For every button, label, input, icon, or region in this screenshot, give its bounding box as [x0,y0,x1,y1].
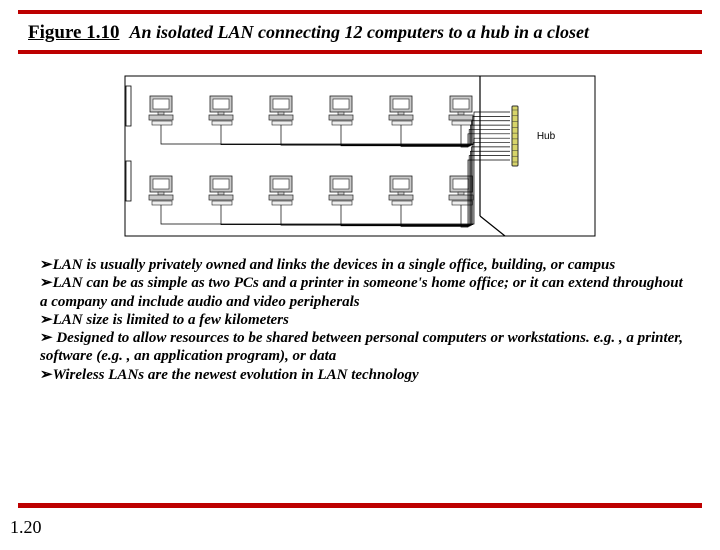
lan-diagram-svg: Hub [120,66,600,246]
figure-caption: An isolated LAN connecting 12 computers … [129,22,589,42]
bullet-item: ➢LAN can be as simple as two PCs and a p… [40,274,694,311]
bullet-list: ➢LAN is usually privately owned and link… [0,252,720,384]
bullet-item: ➢ Designed to allow resources to be shar… [40,329,694,366]
figure-title-row: Figure 1.10 An isolated LAN connecting 1… [0,14,720,50]
bullet-item: ➢LAN size is limited to a few kilometers [40,311,694,329]
bullet-text: Wireless LANs are the newest evolution i… [53,367,419,383]
figure-label: Figure 1.10 [28,22,119,43]
bullet-arrow-icon: ➢ [40,311,53,328]
page-number: 1.20 [10,517,42,538]
bullet-arrow-icon: ➢ [40,274,53,291]
bullet-text: LAN can be as simple as two PCs and a pr… [40,275,683,309]
diagram-container: Hub [0,54,720,252]
bullet-arrow-icon: ➢ [40,256,53,273]
bullet-text: Designed to allow resources to be shared… [40,330,683,364]
bullet-text: LAN is usually privately owned and links… [53,257,616,273]
bullet-text: LAN size is limited to a few kilometers [53,312,289,328]
hub-label: Hub [537,131,556,142]
bullet-item: ➢Wireless LANs are the newest evolution … [40,366,694,384]
lan-diagram: Hub [120,66,600,246]
bullet-arrow-icon: ➢ [40,329,53,346]
bullet-arrow-icon: ➢ [40,366,53,383]
bottom-rule [18,503,702,508]
bullet-item: ➢LAN is usually privately owned and link… [40,256,694,274]
